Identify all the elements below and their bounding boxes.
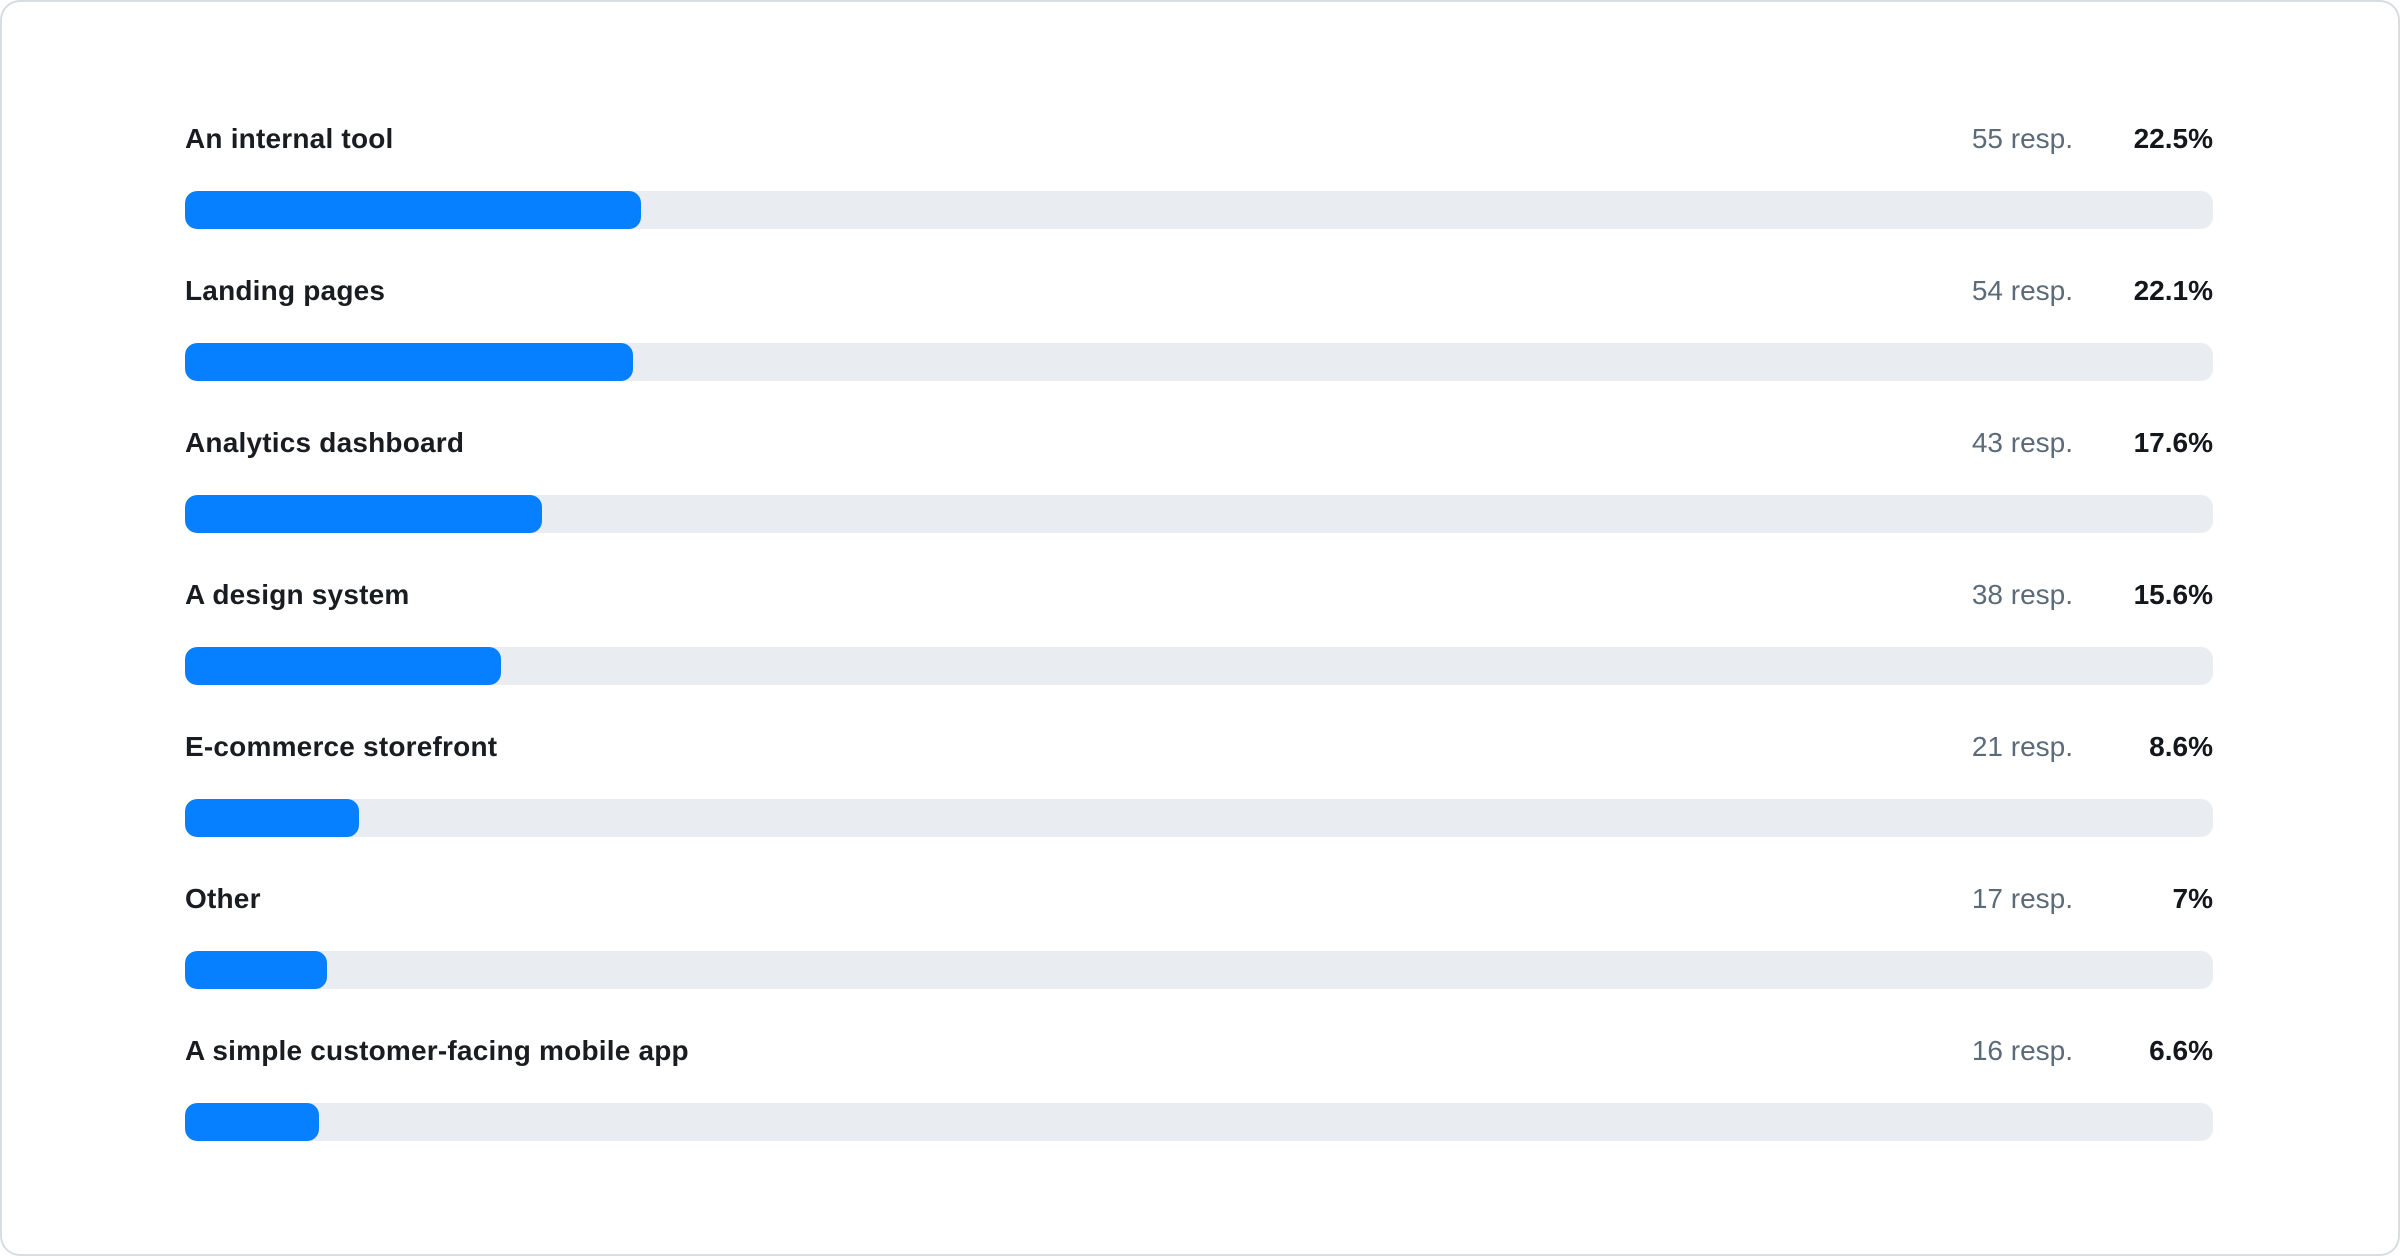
response-count: 16 resp.	[1971, 1035, 2073, 1066]
percentage-value: 17.6%	[2133, 427, 2213, 458]
result-row: An internal tool 55 resp. 22.5%	[185, 122, 2213, 229]
percentage-value: 8.6%	[2149, 731, 2213, 762]
response-count: 21 resp.	[1971, 731, 2073, 762]
result-row: Other 17 resp. 7%	[185, 882, 2213, 989]
response-count: 17 resp.	[1971, 883, 2073, 914]
progress-track	[185, 1103, 2213, 1141]
result-row: Landing pages 54 resp. 22.1%	[185, 274, 2213, 381]
response-count: 38 resp.	[1971, 579, 2073, 610]
result-row: A design system 38 resp. 15.6%	[185, 578, 2213, 685]
progress-track	[185, 191, 2213, 229]
percentage-value: 22.5%	[2133, 123, 2213, 154]
response-count: 43 resp.	[1971, 427, 2073, 458]
percentage-value: 15.6%	[2133, 579, 2213, 610]
progress-track	[185, 951, 2213, 989]
option-label: Other	[185, 883, 261, 914]
progress-fill	[185, 495, 542, 533]
progress-fill	[185, 799, 360, 837]
option-label: Analytics dashboard	[185, 427, 465, 458]
option-label: An internal tool	[185, 123, 394, 154]
option-label: Landing pages	[185, 275, 386, 306]
result-row: E-commerce storefront 21 resp. 8.6%	[185, 730, 2213, 837]
result-row: A simple customer-facing mobile app 16 r…	[185, 1034, 2213, 1141]
percentage-value: 22.1%	[2133, 275, 2213, 306]
response-count: 55 resp.	[1971, 123, 2073, 154]
progress-fill	[185, 647, 502, 685]
progress-track	[185, 647, 2213, 685]
option-label: A design system	[185, 579, 410, 610]
percentage-value: 7%	[2172, 883, 2213, 914]
response-count: 54 resp.	[1971, 275, 2073, 306]
option-label: A simple customer-facing mobile app	[185, 1035, 689, 1066]
progress-fill	[185, 191, 642, 229]
progress-track	[185, 343, 2213, 381]
result-row: Analytics dashboard 43 resp. 17.6%	[185, 426, 2213, 533]
progress-fill	[185, 951, 327, 989]
percentage-value: 6.6%	[2149, 1035, 2213, 1066]
progress-track	[185, 495, 2213, 533]
progress-track	[185, 799, 2213, 837]
option-label: E-commerce storefront	[185, 731, 498, 762]
progress-fill	[185, 343, 634, 381]
progress-fill	[185, 1103, 319, 1141]
